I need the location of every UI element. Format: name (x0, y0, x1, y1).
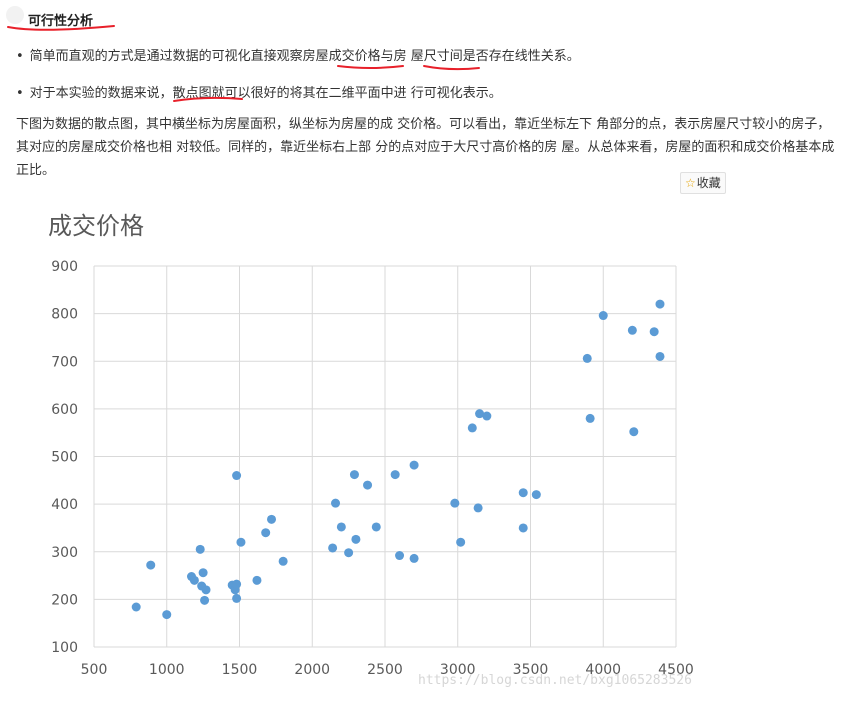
y-axis-ticks: 100 200 300 400 500 600 700 800 900 (51, 259, 78, 656)
data-point (655, 351, 665, 361)
data-point (518, 488, 528, 498)
data-point (395, 551, 405, 561)
y-tick-label: 600 (51, 402, 78, 418)
data-point (336, 522, 346, 532)
x-tick-label: 4500 (658, 662, 694, 678)
section-heading: 可行性分析 (28, 14, 94, 29)
data-point (232, 471, 242, 481)
data-point (629, 427, 639, 437)
y-tick-label: 700 (51, 354, 78, 370)
data-point (467, 423, 477, 433)
star-icon: ☆ (685, 176, 696, 190)
data-point (236, 537, 246, 547)
data-point (531, 490, 541, 500)
bullet-text: 对于本实验的数据来说，散点图就可以很好的将其在二维平面中进 行可视化表示。 (29, 86, 502, 101)
annotation-underline-size (423, 65, 480, 71)
y-tick-label: 900 (51, 259, 78, 275)
data-point (267, 514, 277, 524)
x-tick-label: 1500 (222, 662, 258, 678)
data-point (189, 575, 199, 585)
chart-grid (93, 265, 677, 648)
data-point (201, 585, 211, 595)
chart-points (131, 299, 665, 620)
y-tick-label: 800 (51, 307, 78, 323)
x-tick-label: 2500 (367, 662, 403, 678)
data-point (371, 522, 381, 532)
x-tick-label: 1000 (149, 662, 185, 678)
favorite-label: 收藏 (696, 176, 721, 190)
data-point (195, 544, 205, 554)
data-point (627, 325, 637, 335)
data-point (655, 299, 665, 309)
x-tick-label: 500 (81, 662, 108, 678)
data-point (344, 548, 354, 558)
data-point (261, 528, 271, 538)
x-tick-label: 2000 (294, 662, 330, 678)
data-point (456, 537, 466, 547)
x-tick-label: 3500 (513, 662, 549, 678)
data-point (649, 327, 659, 337)
data-point (475, 409, 485, 419)
description-paragraph: 下图为数据的散点图，其中横坐标为房屋面积，纵坐标为房屋的成 交价格。可以看出，靠… (16, 117, 835, 178)
data-point (349, 470, 359, 480)
data-point (198, 568, 208, 578)
watermark-url: https://blog.csdn.net/bxg1065283526 (418, 673, 692, 688)
data-point (278, 556, 288, 566)
bullet-marker: • (16, 49, 24, 64)
data-point (585, 413, 595, 423)
data-point (232, 579, 242, 589)
data-point (409, 553, 419, 563)
y-tick-label: 400 (51, 497, 78, 513)
data-point (409, 460, 419, 470)
data-point (162, 610, 172, 620)
data-point (331, 498, 341, 508)
x-tick-label: 4000 (585, 662, 621, 678)
annotation-underline-price (337, 65, 404, 69)
y-tick-label: 500 (51, 450, 78, 466)
x-tick-label: 3000 (440, 662, 476, 678)
data-point (146, 560, 156, 570)
chart-title: 成交价格 (48, 212, 144, 240)
data-point (363, 480, 373, 490)
data-point (252, 575, 262, 585)
data-point (131, 602, 141, 612)
data-point (351, 534, 361, 544)
scatter-chart: 成交价格 100 200 300 400 500 600 700 800 900 500 1000… (48, 212, 694, 678)
x-axis-ticks: 500 1000 1500 2000 2500 3000 3500 4000 4500 (81, 662, 694, 678)
favorite-button[interactable]: ☆收藏 (680, 172, 726, 194)
section-marker-icon (6, 6, 24, 24)
data-point (232, 593, 242, 603)
data-point (390, 470, 400, 480)
data-point (473, 503, 483, 513)
bullet-item-2: • 对于本实验的数据来说，散点图就可以很好的将其在二维平面中进 行可视化表示。 (16, 82, 502, 101)
data-point (518, 523, 528, 533)
data-point (598, 311, 608, 321)
data-point (482, 411, 492, 421)
bullet-text: 简单而直观的方式是通过数据的可视化直接观察房屋成交价格与房 屋尺寸间是否存在线性… (29, 49, 580, 64)
y-tick-label: 300 (51, 545, 78, 561)
data-point (450, 498, 460, 508)
data-point (200, 595, 210, 605)
bullet-marker: • (16, 86, 24, 101)
bullet-item-1: • 简单而直观的方式是通过数据的可视化直接观察房屋成交价格与房 屋尺寸间是否存在线… (16, 45, 580, 64)
data-point (328, 543, 338, 553)
y-tick-label: 100 (51, 640, 78, 656)
data-point (582, 353, 592, 363)
y-tick-label: 200 (51, 592, 78, 608)
